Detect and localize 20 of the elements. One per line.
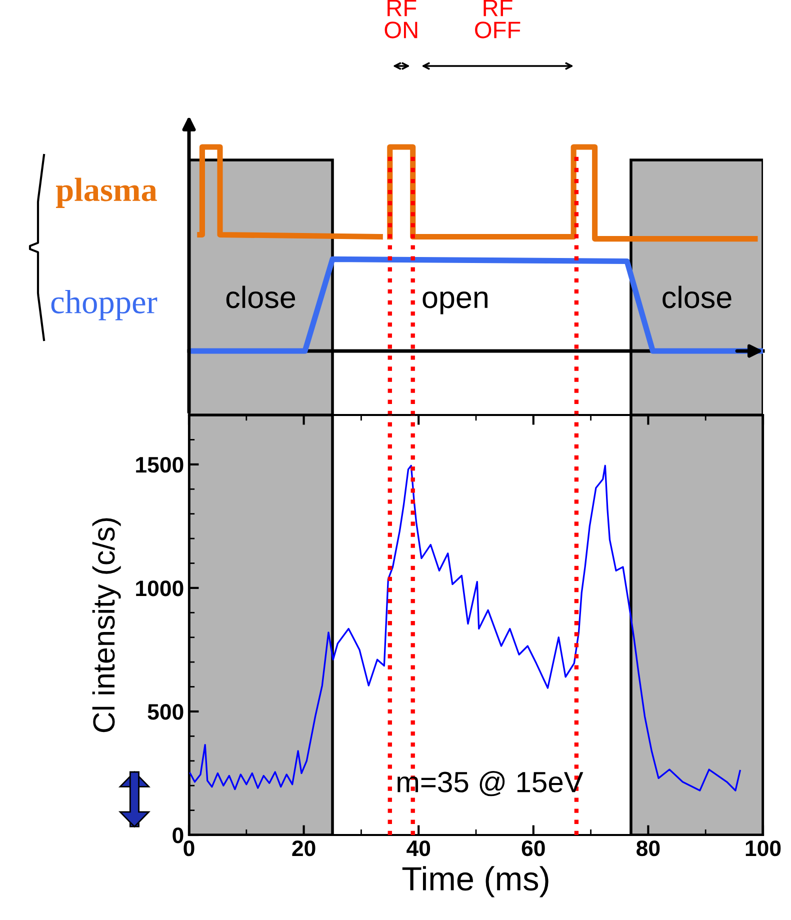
band-label: close — [662, 286, 732, 308]
annotation: open — [422, 291, 488, 314]
y-tick-label: 1500 — [136, 456, 184, 473]
y-axis-title: Cl intensity (c/s) — [92, 518, 121, 732]
x-tick-label: 60 — [522, 840, 545, 856]
x-axis-title: Time (ms) — [402, 866, 548, 898]
x-tick-label: 40 — [406, 840, 430, 856]
x-tick-label: 20 — [292, 840, 316, 856]
text: RF ON — [384, 0, 418, 38]
y-tick-label: 500 — [148, 704, 184, 720]
series-label: plasma — [56, 178, 157, 208]
x-tick-label: 0 — [184, 840, 194, 856]
y-tick-label: 1000 — [136, 580, 184, 596]
series-label: chopper — [51, 290, 158, 320]
annotation: m=35 @ 15eV — [398, 771, 584, 796]
x-tick-label: 80 — [636, 840, 660, 856]
text: RF OFF — [475, 0, 520, 38]
x-tick-label: 100 — [746, 840, 781, 856]
band-label: close — [226, 286, 296, 308]
y-tick-label: 0 — [172, 828, 184, 844]
